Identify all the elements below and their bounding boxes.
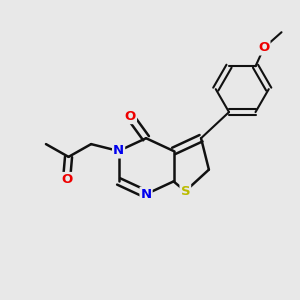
Text: N: N [113,145,124,158]
Text: O: O [125,110,136,123]
Text: S: S [181,185,190,198]
Text: N: N [140,188,152,201]
Text: O: O [61,173,72,186]
Text: O: O [258,41,269,54]
